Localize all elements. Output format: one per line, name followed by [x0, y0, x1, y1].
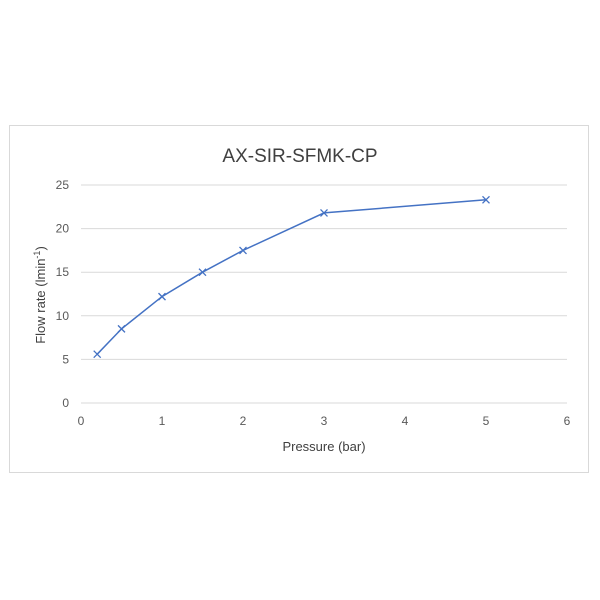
x-tick-label: 4 [402, 414, 409, 428]
y-tick-label: 25 [56, 178, 70, 192]
marker-stroke [158, 292, 166, 301]
data-point-marker [239, 246, 247, 255]
data-point-marker [93, 350, 102, 359]
series-line [96, 199, 487, 355]
y-axis-title-main: Flow rate (lmin [33, 259, 48, 344]
marker-stroke [320, 208, 328, 217]
y-tick-label: 0 [62, 396, 69, 410]
chart-title: AX-SIR-SFMK-CP [222, 146, 377, 167]
y-tick-label: 5 [62, 352, 69, 366]
x-tick-label: 5 [483, 414, 490, 428]
marker-stroke [117, 324, 126, 333]
x-tick-label: 3 [321, 414, 328, 428]
marker-stroke [93, 350, 102, 359]
y-axis-title-superscript: -1 [32, 251, 42, 259]
marker-stroke [198, 268, 207, 277]
y-tick-labels: 0 5 10 15 20 25 [56, 178, 70, 410]
data-point-marker [198, 268, 207, 277]
y-tick-label: 10 [56, 309, 70, 323]
x-tick-label: 1 [159, 414, 166, 428]
data-markers [93, 195, 490, 359]
x-tick-label: 2 [240, 414, 247, 428]
chart-container [9, 125, 589, 473]
y-axis-title: Flow rate (lmin-1) [32, 246, 48, 344]
x-tick-label: 6 [564, 414, 571, 428]
data-point-marker [158, 292, 166, 301]
x-tick-labels: 0 1 2 3 4 5 6 [78, 414, 571, 428]
data-point-marker [117, 324, 126, 333]
data-point-marker [320, 208, 328, 217]
y-axis-title-close: ) [33, 246, 48, 250]
y-tick-label: 15 [56, 265, 70, 279]
marker-stroke [482, 195, 490, 204]
marker-stroke [239, 246, 247, 255]
gridlines [81, 184, 567, 404]
x-tick-label: 0 [78, 414, 85, 428]
x-axis-title: Pressure (bar) [282, 439, 365, 454]
data-point-marker [482, 195, 490, 204]
y-tick-label: 20 [56, 222, 70, 236]
